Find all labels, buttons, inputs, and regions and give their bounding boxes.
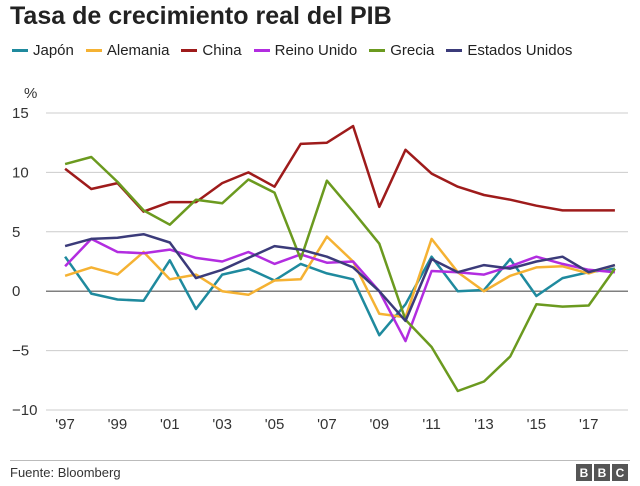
- legend-item: China: [181, 41, 242, 59]
- legend-swatch: [446, 48, 463, 52]
- y-tick-label: −5: [12, 343, 29, 360]
- x-tick-label: '15: [527, 416, 547, 433]
- logo-letter-box: C: [612, 464, 628, 481]
- x-tick-label: '01: [160, 416, 180, 433]
- series-line-japón: [64, 255, 616, 337]
- legend-label: Reino Unido: [274, 41, 358, 59]
- x-tick-label: '13: [474, 416, 494, 433]
- y-unit-label: %: [24, 85, 37, 102]
- y-tick-label: 15: [12, 105, 29, 122]
- footer-divider: [10, 460, 630, 461]
- y-tick-label: 0: [12, 283, 20, 300]
- legend-swatch: [85, 48, 102, 52]
- x-tick-label: '99: [108, 416, 128, 433]
- legend-item: Estados Unidos: [446, 42, 572, 59]
- legend-item: Alemania: [85, 41, 170, 59]
- x-tick-label: '11: [422, 416, 440, 433]
- logo-letter-box: B: [576, 464, 592, 481]
- series-line-china: [64, 124, 615, 213]
- legend-item: Grecia: [369, 42, 434, 59]
- chart-title: Tasa de crecimiento real del PIB: [10, 2, 392, 30]
- legend-swatch: [12, 48, 28, 52]
- x-tick-label: '17: [579, 416, 599, 433]
- x-tick-label: '09: [369, 416, 389, 433]
- x-tick-label: '03: [212, 416, 232, 433]
- x-tick-label: '07: [317, 416, 337, 433]
- series-line-alemania: [64, 235, 616, 319]
- x-tick-label: '97: [55, 416, 75, 433]
- legend-swatch: [369, 48, 386, 52]
- legend-swatch: [181, 48, 198, 52]
- series-line-grecia: [64, 155, 616, 393]
- legend-label: Japón: [33, 41, 74, 59]
- legend-swatch: [253, 48, 270, 52]
- legend-label: Alemania: [106, 41, 170, 59]
- legend-item: Japón: [12, 42, 74, 59]
- series-line-estados-unidos: [64, 232, 616, 323]
- y-tick-label: 5: [12, 224, 20, 241]
- y-tick-label: 10: [12, 164, 29, 181]
- legend-label: China: [202, 41, 242, 59]
- chart-legend: Japón Alemania China Reino Unido Grecia Estad…: [12, 40, 584, 60]
- logo-letter-box: B: [594, 464, 610, 481]
- y-tick-label: −10: [12, 402, 37, 419]
- source-note: Fuente: Bloomberg: [10, 465, 121, 480]
- legend-label: Estados Unidos: [467, 41, 573, 59]
- x-tick-label: '05: [265, 416, 285, 433]
- legend-item: Reino Unido: [253, 41, 358, 59]
- legend-label: Grecia: [390, 41, 435, 59]
- line-chart: % 15 10 5 0 −5 −10 '97 '99 '01 '03 '05 '07 '09 '11 '13 '…: [12, 85, 628, 433]
